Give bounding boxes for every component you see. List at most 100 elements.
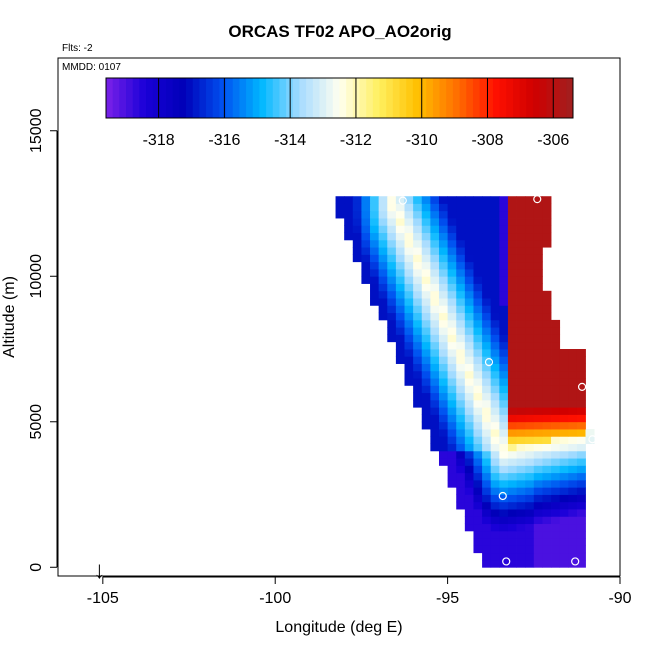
heatmap-cell: [499, 479, 509, 488]
heatmap-cell: [421, 261, 431, 270]
heatmap-cell: [387, 327, 397, 335]
heatmap-cell: [464, 283, 474, 292]
heatmap-cell: [413, 254, 423, 263]
sample-point: [577, 382, 587, 391]
heatmap-cell: [499, 530, 509, 539]
heatmap-cell: [344, 218, 354, 226]
heatmap-cell: [464, 218, 474, 226]
heatmap-cell: [473, 407, 483, 415]
heatmap-cell: [516, 479, 526, 488]
heatmap-cell: [482, 501, 492, 510]
heatmap-cell: [447, 225, 457, 234]
heatmap-cell: [482, 341, 492, 350]
colorbar-swatch: [506, 78, 514, 118]
heatmap-cell: [516, 487, 526, 495]
heatmap-cell: [387, 290, 397, 299]
heatmap-cell: [516, 210, 526, 219]
heatmap-cell: [525, 443, 535, 452]
heatmap-cell: [533, 429, 543, 437]
colorbar-swatch: [399, 78, 407, 118]
heatmap-cell: [507, 239, 517, 248]
heatmap-cell: [344, 232, 354, 241]
colorbar-swatch: [392, 78, 401, 118]
heatmap-cell: [482, 429, 492, 437]
heatmap-cell: [344, 210, 354, 219]
heatmap-cell: [447, 414, 457, 423]
heatmap-cell: [352, 239, 362, 248]
heatmap-cell: [533, 210, 543, 219]
heatmap-cell: [507, 247, 517, 255]
heatmap-cell: [576, 356, 586, 364]
colorbar-swatch: [152, 78, 160, 118]
colorbar-swatch: [359, 78, 367, 118]
heatmap-cell: [559, 552, 569, 561]
heatmap-cell: [516, 429, 526, 437]
heatmap-cell: [456, 472, 466, 481]
x-tick-label: -100: [259, 590, 291, 607]
colorbar-swatch: [226, 78, 234, 118]
heatmap-cell: [490, 225, 500, 234]
heatmap-cell: [516, 370, 526, 379]
heatmap-cell: [447, 356, 457, 364]
heatmap-cell: [387, 218, 397, 226]
heatmap-cell: [482, 218, 492, 226]
heatmap-cell: [507, 298, 517, 306]
heatmap-cell: [404, 363, 414, 372]
colorbar-swatch: [339, 78, 347, 118]
heatmap-cell: [430, 218, 440, 226]
heatmap-cell: [507, 268, 517, 277]
heatmap-cell: [516, 261, 526, 270]
heatmap-cell: [516, 312, 526, 321]
heatmap-cell: [559, 509, 569, 517]
heatmap-cell: [438, 378, 449, 386]
heatmap-cell: [464, 429, 474, 437]
heatmap-cell: [525, 327, 535, 335]
heatmap-cell: [551, 334, 561, 343]
heatmap-cell: [447, 472, 457, 481]
heatmap-cell: [525, 341, 535, 350]
heatmap-cell: [413, 298, 423, 306]
heatmap-cell: [421, 232, 431, 241]
heatmap-cell: [576, 414, 586, 423]
heatmap-cell: [576, 530, 586, 539]
heatmap-cell: [482, 305, 492, 314]
colorbar-swatch: [492, 78, 501, 118]
heatmap-cell: [404, 261, 414, 270]
heatmap-cell: [413, 261, 423, 270]
heatmap-cell: [421, 225, 431, 234]
heatmap-cell: [559, 370, 569, 379]
heatmap-cell: [490, 363, 500, 372]
heatmap-cell: [421, 290, 431, 299]
heatmap-cell: [490, 523, 500, 532]
heatmap-cell: [507, 341, 517, 350]
heatmap-cell: [404, 305, 414, 314]
heatmap-cell: [559, 356, 569, 364]
heatmap-cell: [507, 349, 517, 357]
heatmap-cell: [559, 494, 569, 503]
heatmap-cell: [551, 327, 561, 335]
heatmap-cell: [464, 290, 474, 299]
heatmap-cell: [387, 247, 397, 255]
heatmap-cell: [525, 210, 535, 219]
heatmap-cell: [533, 276, 543, 284]
heatmap-cell: [456, 298, 466, 306]
heatmap-cell: [447, 399, 457, 408]
colorbar-swatch: [126, 78, 134, 118]
heatmap-cell: [525, 261, 535, 270]
heatmap-cell: [533, 501, 543, 510]
heatmap-cell: [395, 327, 405, 335]
heatmap-cell: [525, 305, 535, 314]
heatmap-cell: [464, 319, 474, 328]
heatmap-cell: [378, 210, 388, 219]
heatmap-cell: [473, 378, 483, 386]
heatmap-cell: [430, 247, 440, 255]
heatmap-cell: [413, 341, 423, 350]
heatmap-cell: [542, 509, 552, 517]
heatmap-cell: [507, 254, 517, 263]
heatmap-cell: [551, 465, 561, 474]
heatmap-cell: [490, 319, 500, 328]
heatmap-cell: [516, 232, 526, 241]
heatmap-cell: [525, 218, 535, 226]
heatmap-cell: [378, 283, 388, 292]
heatmap-cell: [438, 312, 449, 321]
